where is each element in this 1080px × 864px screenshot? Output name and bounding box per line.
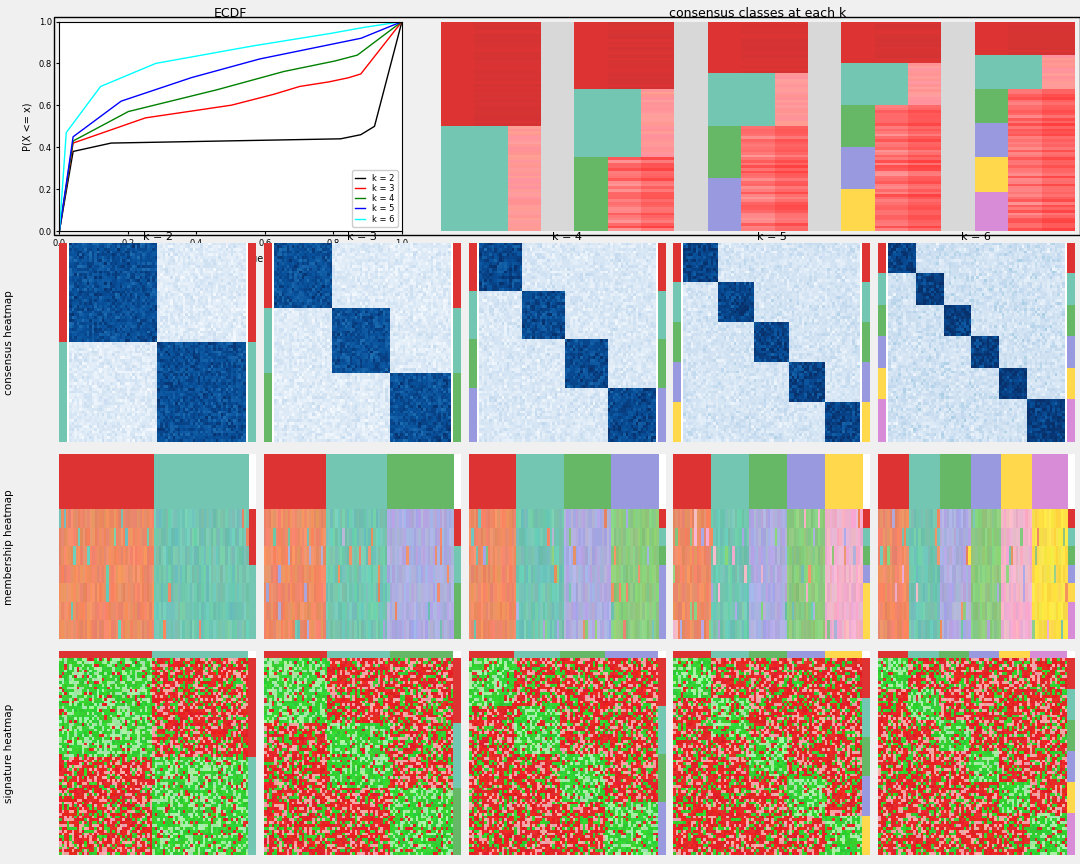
k = 4 bbox=[53, 226, 66, 236]
k = 4 bbox=[320, 58, 333, 68]
Title: consensus classes at each k: consensus classes at each k bbox=[670, 8, 847, 21]
Line: k = 5: k = 5 bbox=[59, 22, 402, 231]
k = 6 bbox=[320, 29, 333, 40]
k = 3 bbox=[53, 226, 66, 236]
k = 5 bbox=[191, 71, 204, 81]
k = 3 bbox=[288, 83, 301, 93]
k = 4 bbox=[288, 64, 301, 74]
Legend: k = 2, k = 3, k = 4, k = 5, k = 6: k = 2, k = 3, k = 4, k = 5, k = 6 bbox=[352, 170, 397, 227]
Line: k = 3: k = 3 bbox=[59, 22, 402, 231]
Title: k = 5: k = 5 bbox=[757, 232, 786, 242]
k = 3 bbox=[191, 105, 204, 116]
Title: k = 2: k = 2 bbox=[143, 232, 173, 242]
Y-axis label: P(X <= x): P(X <= x) bbox=[23, 102, 33, 150]
k = 2 bbox=[320, 134, 333, 144]
k = 2 bbox=[87, 142, 100, 152]
Line: k = 2: k = 2 bbox=[59, 22, 402, 231]
k = 2 bbox=[191, 137, 204, 147]
k = 2 bbox=[395, 16, 408, 27]
k = 4 bbox=[191, 89, 204, 99]
k = 5 bbox=[395, 16, 408, 27]
k = 5 bbox=[87, 116, 100, 126]
k = 3 bbox=[320, 77, 333, 87]
Text: membership heatmap: membership heatmap bbox=[3, 489, 14, 605]
k = 6 bbox=[326, 28, 339, 38]
k = 6 bbox=[395, 16, 408, 27]
Text: signature heatmap: signature heatmap bbox=[3, 703, 14, 803]
k = 3 bbox=[326, 76, 339, 86]
k = 6 bbox=[53, 226, 66, 236]
Title: ECDF: ECDF bbox=[214, 8, 247, 21]
k = 6 bbox=[191, 51, 204, 61]
Title: k = 3: k = 3 bbox=[348, 232, 377, 242]
X-axis label: consensus value (x): consensus value (x) bbox=[181, 253, 280, 264]
Title: k = 6: k = 6 bbox=[961, 232, 991, 242]
k = 6 bbox=[87, 90, 100, 100]
k = 2 bbox=[53, 226, 66, 236]
k = 4 bbox=[395, 16, 408, 27]
k = 5 bbox=[320, 40, 333, 50]
k = 4 bbox=[87, 124, 100, 135]
k = 5 bbox=[53, 226, 66, 236]
k = 6 bbox=[204, 48, 217, 59]
Title: k = 4: k = 4 bbox=[552, 232, 582, 242]
k = 5 bbox=[204, 67, 217, 78]
k = 5 bbox=[288, 47, 301, 57]
Text: consensus heatmap: consensus heatmap bbox=[3, 290, 14, 395]
k = 4 bbox=[326, 56, 339, 67]
k = 3 bbox=[395, 16, 408, 27]
k = 2 bbox=[204, 136, 217, 146]
k = 2 bbox=[326, 134, 339, 144]
k = 6 bbox=[288, 34, 301, 44]
Line: k = 6: k = 6 bbox=[59, 22, 402, 231]
k = 5 bbox=[326, 39, 339, 49]
k = 3 bbox=[204, 103, 217, 113]
k = 4 bbox=[204, 86, 217, 97]
k = 3 bbox=[87, 130, 100, 141]
k = 2 bbox=[288, 135, 301, 145]
Line: k = 4: k = 4 bbox=[59, 22, 402, 231]
